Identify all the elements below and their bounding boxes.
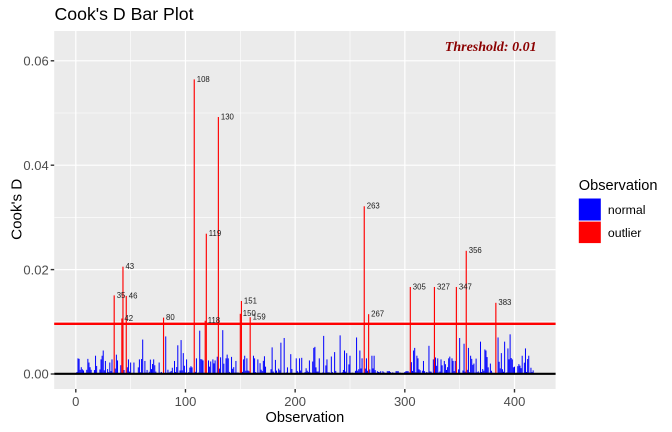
- svg-text:200: 200: [284, 394, 306, 409]
- svg-text:42: 42: [124, 314, 133, 323]
- svg-text:119: 119: [209, 229, 221, 238]
- svg-text:151: 151: [244, 296, 257, 305]
- svg-text:263: 263: [367, 202, 380, 211]
- svg-text:267: 267: [371, 310, 384, 319]
- svg-text:0.02: 0.02: [23, 262, 48, 277]
- svg-text:0.04: 0.04: [23, 158, 48, 173]
- svg-text:Threshold: 0.01: Threshold: 0.01: [445, 40, 537, 55]
- svg-text:0: 0: [72, 394, 79, 409]
- svg-text:outlier: outlier: [608, 226, 642, 240]
- svg-text:80: 80: [166, 313, 175, 322]
- svg-text:Observation: Observation: [579, 178, 658, 194]
- svg-text:159: 159: [253, 313, 266, 322]
- svg-text:150: 150: [243, 309, 257, 318]
- svg-text:Cook's D Bar Plot: Cook's D Bar Plot: [55, 4, 194, 24]
- svg-text:356: 356: [469, 246, 482, 255]
- svg-text:383: 383: [498, 298, 511, 307]
- svg-text:347: 347: [459, 282, 472, 291]
- svg-text:130: 130: [221, 112, 235, 121]
- svg-text:100: 100: [175, 394, 197, 409]
- svg-text:normal: normal: [608, 203, 646, 217]
- svg-text:327: 327: [437, 282, 450, 291]
- svg-text:0.06: 0.06: [23, 54, 48, 69]
- svg-text:35: 35: [117, 291, 126, 300]
- svg-text:108: 108: [197, 75, 210, 84]
- svg-text:43: 43: [125, 262, 134, 271]
- svg-text:300: 300: [394, 394, 416, 409]
- svg-text:46: 46: [129, 291, 138, 300]
- svg-text:400: 400: [504, 394, 526, 409]
- svg-text:0.00: 0.00: [23, 367, 48, 382]
- svg-text:Cook's D: Cook's D: [9, 179, 26, 240]
- svg-text:118: 118: [208, 316, 220, 325]
- svg-text:Observation: Observation: [266, 410, 345, 426]
- svg-text:305: 305: [413, 282, 427, 291]
